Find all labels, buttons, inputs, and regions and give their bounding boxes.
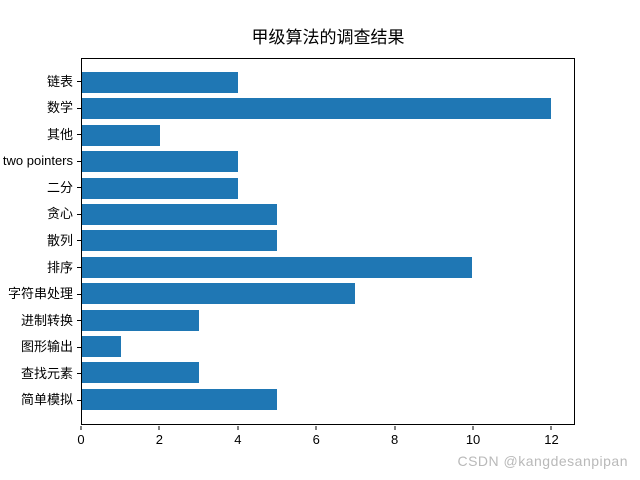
bar	[82, 124, 161, 146]
x-tick-label: 12	[544, 432, 559, 447]
bar-row	[82, 230, 574, 252]
bar	[82, 336, 122, 358]
bar-row	[82, 388, 574, 410]
x-tick-label: 10	[465, 432, 481, 447]
y-tick-label: 图形输出	[20, 339, 73, 355]
x-tick-mark	[80, 426, 82, 430]
bar-row	[82, 309, 574, 331]
y-tick-mark	[77, 399, 81, 401]
x-tick-label: 0	[77, 432, 85, 447]
bar-row	[82, 151, 574, 173]
y-tick-label: 简单模拟	[20, 392, 73, 408]
y-tick-label: 数学	[46, 100, 73, 116]
bar	[82, 309, 200, 331]
chart-title: 甲级算法的调查结果	[251, 28, 405, 47]
bar-row	[82, 72, 574, 93]
plot-area	[81, 58, 575, 425]
y-tick-label: 链表	[46, 73, 73, 89]
y-tick-mark	[77, 107, 81, 109]
y-tick-label: 字符串处理	[7, 286, 73, 302]
x-tick-mark	[472, 426, 474, 430]
y-tick-label: 其他	[46, 126, 73, 142]
y-tick-mark	[77, 134, 81, 136]
y-tick-label: 排序	[46, 259, 73, 275]
bar	[82, 388, 278, 410]
bar-row	[82, 98, 574, 120]
bar-row	[82, 362, 574, 384]
x-tick-mark	[237, 426, 239, 430]
bar	[82, 256, 473, 278]
x-tick-mark	[158, 426, 160, 430]
bar-row	[82, 283, 574, 305]
x-tick-label: 6	[312, 432, 320, 447]
y-tick-label: 二分	[46, 179, 73, 195]
y-tick-label: 散列	[46, 232, 73, 248]
bar	[82, 204, 278, 226]
y-tick-label: 进制转换	[20, 312, 73, 328]
y-tick-mark	[77, 240, 81, 242]
bar-row	[82, 177, 574, 199]
x-tick-mark	[394, 426, 396, 430]
y-tick-mark	[77, 293, 81, 295]
bar-row	[82, 204, 574, 226]
watermark: CSDN @kangdesanpipan	[457, 453, 628, 469]
bar	[82, 151, 239, 173]
y-tick-label: two pointers	[2, 153, 73, 169]
y-tick-mark	[77, 346, 81, 348]
y-tick-mark	[77, 81, 81, 82]
bar	[82, 230, 278, 252]
x-tick-mark	[550, 426, 552, 430]
y-tick-mark	[77, 373, 81, 375]
bar-row	[82, 336, 574, 358]
y-tick-mark	[77, 187, 81, 189]
x-tick-mark	[315, 426, 317, 430]
bar-row	[82, 124, 574, 146]
x-axis: 0 2 4 6 8 10 12	[77, 425, 575, 453]
y-tick-label: 贪心	[46, 206, 73, 222]
y-tick-label: 查找元素	[20, 365, 73, 381]
bars-container	[82, 59, 574, 424]
y-axis-labels: 链表数学其他 two pointers 二分贪心散列排序字符串处理进制转换图形输出查…	[0, 58, 76, 425]
bar	[82, 362, 200, 384]
bar	[82, 177, 239, 199]
x-tick-label: 4	[234, 432, 242, 447]
y-tick-mark	[77, 320, 81, 322]
x-tick-label: 8	[391, 432, 399, 447]
y-tick-mark	[77, 160, 81, 162]
bar	[82, 98, 551, 120]
y-tick-mark	[77, 267, 81, 269]
x-tick-label: 2	[155, 432, 164, 447]
y-axis-tick-marks	[77, 58, 81, 425]
bar	[82, 72, 239, 93]
bar-row	[82, 256, 574, 278]
bar	[82, 283, 356, 305]
y-tick-mark	[77, 213, 81, 215]
